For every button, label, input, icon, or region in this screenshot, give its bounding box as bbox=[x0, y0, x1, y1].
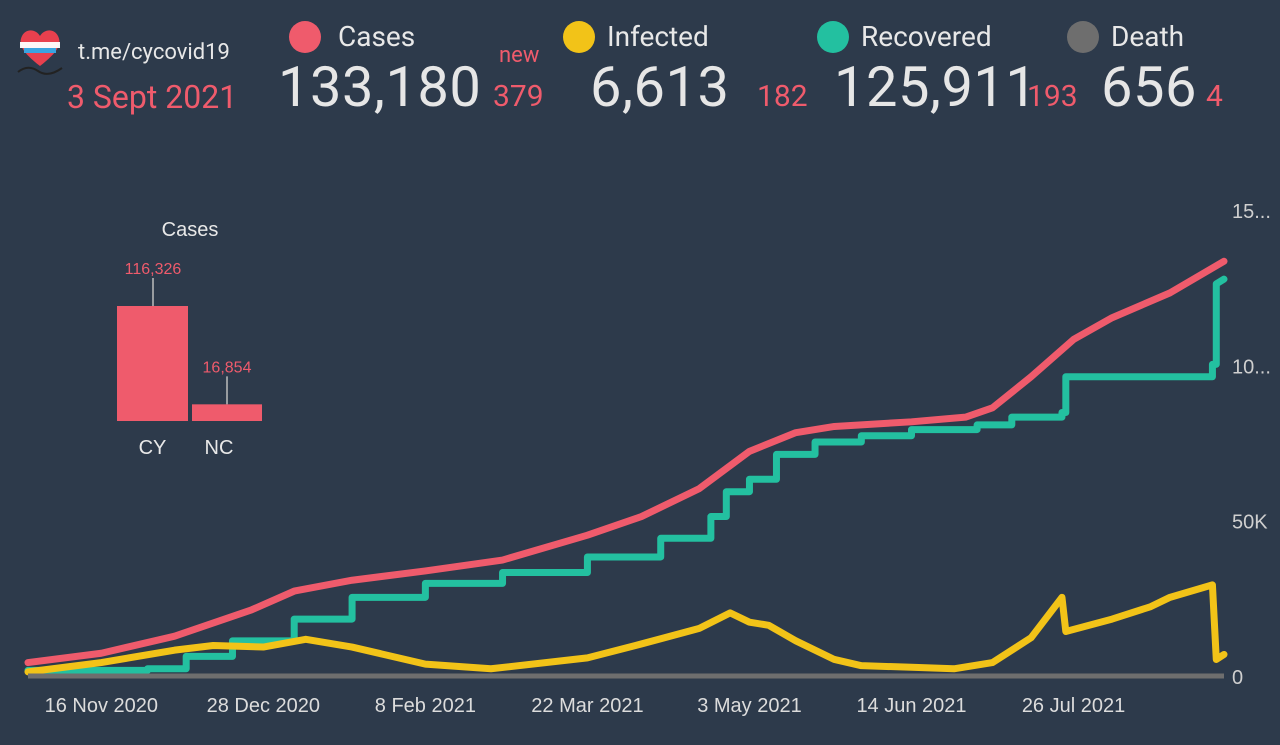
cases-legend-dot bbox=[289, 21, 321, 53]
bar-data-label: 116,326 bbox=[125, 261, 182, 278]
infected-new: 182 bbox=[757, 79, 808, 114]
series-line-cases bbox=[24, 257, 1228, 667]
death-legend-dot bbox=[1067, 21, 1099, 53]
recovered-legend-dot bbox=[817, 21, 849, 53]
x-tick-label: 22 Mar 2021 bbox=[531, 695, 643, 717]
y-tick-label: 50K bbox=[1232, 512, 1268, 534]
bar-chart-title: Cases bbox=[162, 219, 219, 241]
x-tick-label: 8 Feb 2021 bbox=[375, 695, 476, 717]
recovered-total: 125,911 bbox=[834, 54, 1038, 120]
bar-data-label: 16,854 bbox=[203, 359, 252, 376]
bar-cy bbox=[117, 306, 188, 421]
bar-category-label: NC bbox=[205, 437, 234, 459]
infected-total: 6,613 bbox=[590, 54, 730, 120]
cyprus-heart-logo bbox=[14, 22, 66, 78]
y-tick-label: 10... bbox=[1232, 356, 1271, 378]
death-legend-label: Death bbox=[1111, 20, 1185, 53]
y-tick-label: 0 bbox=[1232, 667, 1243, 689]
cases-total: 133,180 bbox=[278, 54, 482, 120]
x-tick-label: 28 Dec 2020 bbox=[207, 695, 320, 717]
y-tick-label: 15... bbox=[1232, 201, 1271, 223]
series-line-infected bbox=[24, 581, 1228, 676]
cases-new: 379 bbox=[493, 79, 544, 114]
recovered-new: 193 bbox=[1027, 79, 1078, 114]
infected-legend-label: Infected bbox=[607, 20, 709, 53]
new-label: new bbox=[499, 43, 540, 68]
bar-category-label: CY bbox=[139, 437, 167, 459]
x-tick-label: 3 May 2021 bbox=[697, 695, 802, 717]
cases-legend-label: Cases bbox=[338, 20, 416, 53]
infected-legend-dot bbox=[563, 21, 595, 53]
death-new: 4 bbox=[1206, 79, 1223, 114]
channel-link[interactable]: t.me/cycovid19 bbox=[78, 40, 230, 65]
death-total: 656 bbox=[1101, 54, 1197, 120]
recovered-legend-label: Recovered bbox=[861, 20, 992, 53]
report-date: 3 Sept 2021 bbox=[67, 78, 238, 116]
series-line-recovered bbox=[24, 275, 1228, 674]
x-tick-label: 16 Nov 2020 bbox=[45, 695, 158, 717]
x-tick-label: 26 Jul 2021 bbox=[1022, 695, 1125, 717]
x-tick-label: 14 Jun 2021 bbox=[856, 695, 966, 717]
bar-nc bbox=[192, 404, 262, 421]
